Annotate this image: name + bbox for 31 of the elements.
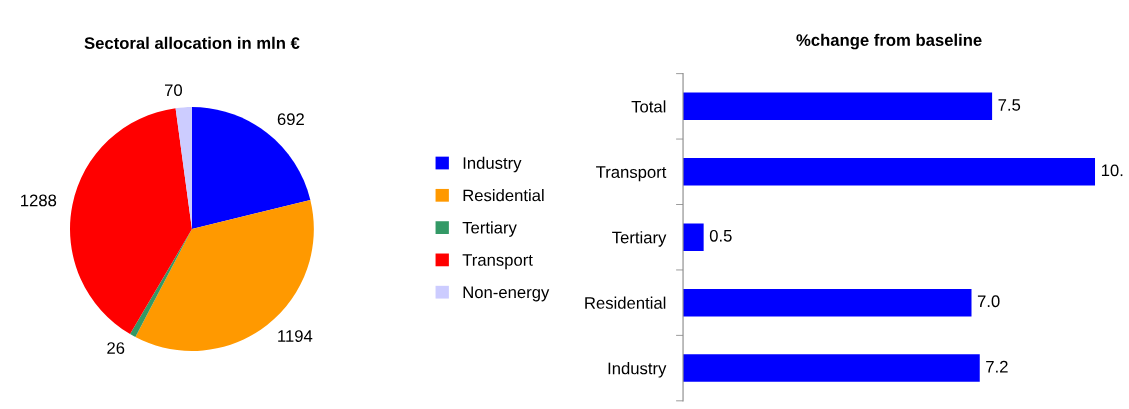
pie-slice — [135, 199, 314, 351]
data-label: 70 — [164, 84, 183, 97]
bar — [683, 223, 704, 251]
data-label: 26 — [107, 342, 125, 354]
legend-label: Tertiary — [462, 221, 517, 237]
data-label: 692 — [277, 113, 304, 126]
chart-title: %change from baseline — [796, 33, 982, 50]
y-tick-label: Residential — [585, 296, 666, 309]
y-tick-label: Industry — [608, 362, 667, 378]
data-label: 1194 — [278, 330, 313, 342]
y-tick-label: Transport — [596, 166, 667, 182]
legend-label: Transport — [462, 254, 533, 270]
data-label: 1288 — [21, 194, 57, 207]
chart-title: Sectoral allocation in mln € — [84, 36, 300, 50]
data-label: 7.0 — [977, 295, 1000, 308]
pie-slice — [130, 229, 192, 338]
data-label: 7.2 — [986, 360, 1008, 373]
data-label: 10. — [1101, 164, 1123, 177]
pie-slice — [191, 107, 311, 230]
bar — [683, 158, 1096, 186]
y-tick-label: Tertiary — [612, 231, 667, 247]
data-label: 7.5 — [998, 99, 1021, 111]
pie-slice — [70, 108, 192, 335]
bar — [683, 288, 972, 317]
bar — [683, 92, 993, 121]
legend-label: Non-energy — [463, 286, 550, 302]
y-tick-label: Total — [631, 100, 666, 113]
legend-label: Industry — [463, 156, 522, 173]
bar — [683, 354, 980, 382]
legend-label: Residential — [463, 189, 544, 202]
data-label: 0.5 — [709, 229, 732, 242]
